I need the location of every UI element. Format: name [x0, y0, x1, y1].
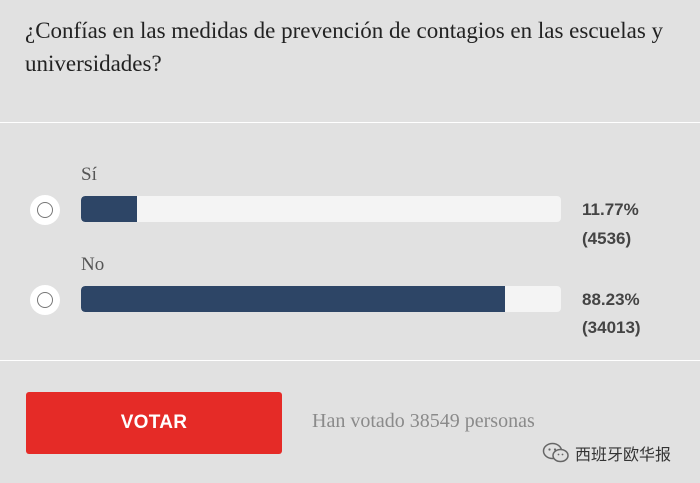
bottom-divider — [0, 360, 700, 361]
radio-circle-icon — [37, 202, 53, 218]
total-votes-text: Han votado 38549 personas — [312, 410, 535, 432]
result-count: (34013) — [582, 318, 641, 337]
watermark: 西班牙欧华报 — [542, 441, 671, 465]
radio-option-no[interactable] — [30, 285, 60, 315]
radio-option-si[interactable] — [30, 195, 60, 225]
top-divider — [0, 122, 700, 123]
vote-button[interactable]: VOTAR — [26, 392, 282, 454]
result-bar-track — [81, 286, 561, 312]
radio-circle-icon — [37, 292, 53, 308]
watermark-text: 西班牙欧华报 — [575, 447, 672, 464]
wechat-icon — [542, 442, 570, 464]
result-bar-fill — [81, 196, 138, 222]
result-percent: 11.77% — [582, 200, 639, 219]
result-count: (4536) — [582, 229, 632, 248]
result-bar-fill — [81, 286, 505, 312]
option-label: Sí — [81, 164, 97, 185]
option-label: No — [81, 254, 105, 275]
result-bar-track — [81, 196, 561, 222]
poll-question: ¿Confías en las medidas de prevención de… — [25, 18, 664, 76]
result-percent: 88.23% — [582, 290, 640, 309]
